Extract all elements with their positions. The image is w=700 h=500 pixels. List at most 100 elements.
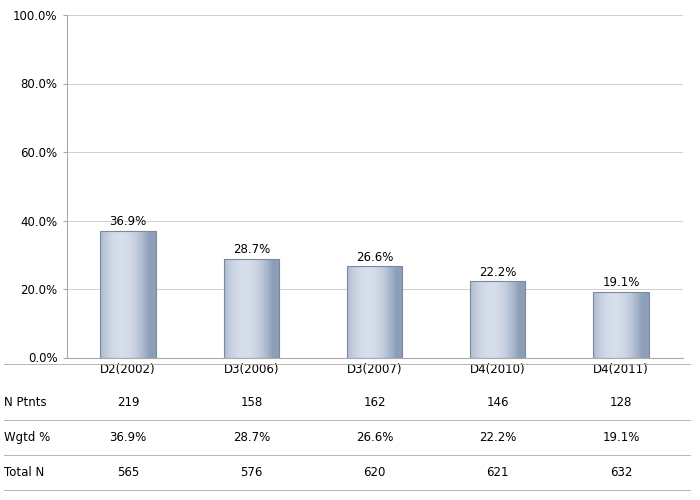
Bar <box>476 282 477 358</box>
Bar <box>368 266 369 358</box>
Text: 26.6%: 26.6% <box>356 250 393 264</box>
Bar <box>101 231 102 358</box>
Bar <box>272 259 273 358</box>
Text: 36.9%: 36.9% <box>109 216 147 228</box>
Bar <box>494 282 495 358</box>
Bar <box>512 282 513 358</box>
Bar <box>379 266 380 358</box>
Bar <box>389 266 390 358</box>
Bar <box>126 231 127 358</box>
Bar <box>616 292 617 358</box>
Bar <box>267 259 268 358</box>
Bar <box>503 282 504 358</box>
Bar <box>504 282 505 358</box>
Bar <box>351 266 352 358</box>
Bar <box>617 292 618 358</box>
Bar <box>246 259 247 358</box>
Text: 621: 621 <box>486 466 509 479</box>
Bar <box>262 259 263 358</box>
Bar <box>401 266 402 358</box>
Bar <box>121 231 122 358</box>
Bar <box>525 282 526 358</box>
Bar <box>149 231 150 358</box>
Bar <box>128 231 129 358</box>
Bar <box>635 292 636 358</box>
Bar <box>225 259 226 358</box>
Bar <box>396 266 397 358</box>
Bar <box>352 266 353 358</box>
Bar <box>477 282 478 358</box>
Bar <box>249 259 250 358</box>
Bar <box>241 259 242 358</box>
Bar <box>634 292 635 358</box>
Bar <box>478 282 479 358</box>
Bar <box>638 292 639 358</box>
Bar <box>127 231 128 358</box>
Bar <box>147 231 148 358</box>
Text: 22.2%: 22.2% <box>479 431 517 444</box>
Bar <box>614 292 615 358</box>
Bar <box>362 266 363 358</box>
Bar <box>229 259 230 358</box>
Bar <box>120 231 121 358</box>
Bar <box>640 292 641 358</box>
Bar <box>399 266 400 358</box>
Bar <box>612 292 613 358</box>
Bar <box>235 259 236 358</box>
Bar <box>256 259 257 358</box>
Bar <box>230 259 231 358</box>
Bar <box>604 292 605 358</box>
Bar <box>254 259 255 358</box>
Bar <box>269 259 270 358</box>
Bar <box>380 266 381 358</box>
Bar <box>383 266 384 358</box>
Bar <box>365 266 366 358</box>
Bar <box>633 292 634 358</box>
Bar <box>135 231 136 358</box>
Bar <box>133 231 134 358</box>
Bar <box>385 266 386 358</box>
Bar <box>594 292 596 358</box>
Bar <box>593 292 594 358</box>
Bar <box>231 259 232 358</box>
Bar <box>387 266 388 358</box>
Bar <box>154 231 155 358</box>
Bar <box>134 231 135 358</box>
Bar <box>509 282 510 358</box>
Bar <box>621 292 622 358</box>
Bar <box>150 231 151 358</box>
Bar <box>646 292 647 358</box>
Bar <box>228 259 229 358</box>
Bar <box>277 259 278 358</box>
Bar <box>102 231 104 358</box>
Bar <box>518 282 519 358</box>
Bar <box>136 231 137 358</box>
Text: 28.7%: 28.7% <box>232 244 270 256</box>
Text: Wgtd %: Wgtd % <box>4 431 50 444</box>
Bar <box>349 266 350 358</box>
Text: 620: 620 <box>363 466 386 479</box>
Bar <box>260 259 261 358</box>
Bar <box>629 292 630 358</box>
Bar <box>397 266 398 358</box>
Bar <box>613 292 614 358</box>
Bar <box>112 231 113 358</box>
Bar <box>124 231 125 358</box>
Bar <box>276 259 277 358</box>
Bar <box>355 266 356 358</box>
Bar <box>609 292 610 358</box>
Bar <box>275 259 276 358</box>
Bar <box>639 292 640 358</box>
Bar <box>377 266 378 358</box>
Bar <box>236 259 237 358</box>
Bar <box>153 231 154 358</box>
Bar <box>623 292 624 358</box>
Bar <box>111 231 112 358</box>
Bar <box>647 292 648 358</box>
Bar <box>245 259 246 358</box>
Text: 565: 565 <box>117 466 139 479</box>
Bar <box>517 282 518 358</box>
Bar <box>483 282 484 358</box>
Bar <box>107 231 108 358</box>
Bar <box>223 259 279 358</box>
